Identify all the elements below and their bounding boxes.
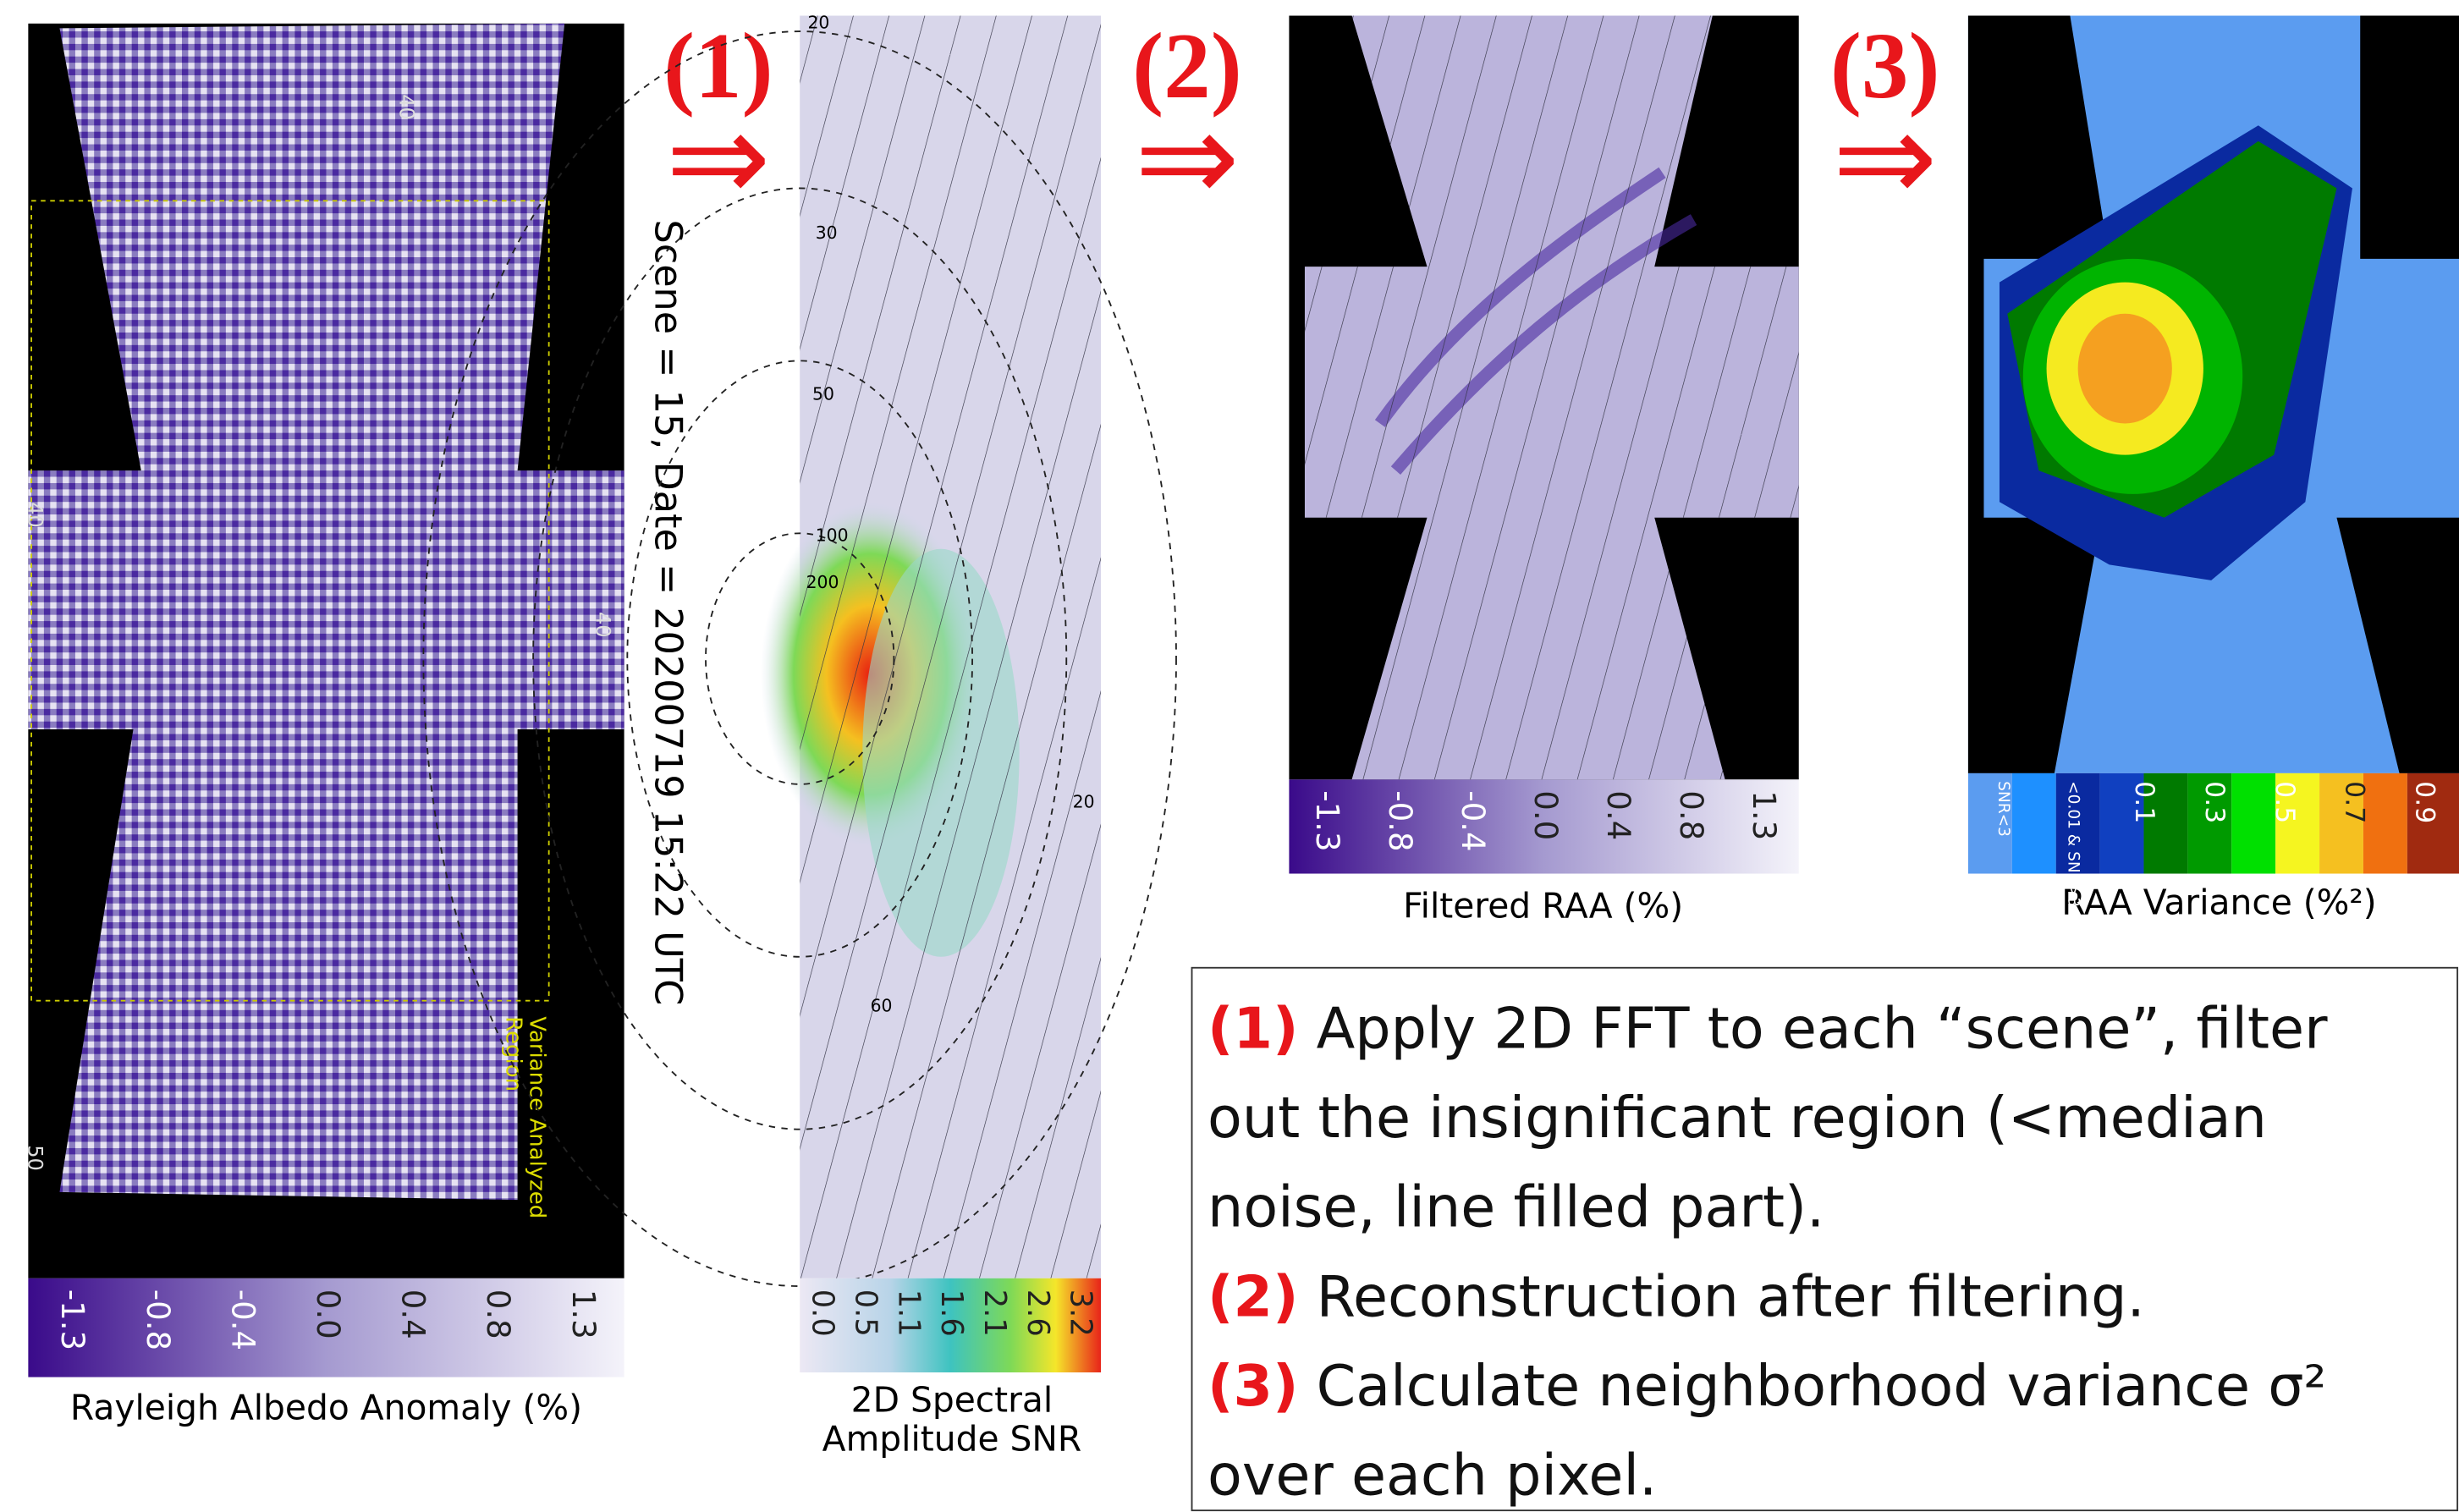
caption-text: Apply 2D FFT to each “scene”, filter [1298, 995, 2328, 1061]
colorbar-title: RAA Variance (%²) [2061, 882, 2376, 923]
colorbar-tick-label: 0.4 [1600, 790, 1637, 840]
map-label: 40 [591, 612, 614, 638]
colorbar-tick-label: 0.5 [2269, 781, 2300, 823]
caption-line: (2) Reconstruction after filtering. [1207, 1263, 2145, 1329]
colorbar-tick-label: 0.9 [2410, 781, 2440, 823]
colorbar-tick-label: 0.0 [1527, 790, 1564, 840]
caption-line: over each pixel. [1207, 1443, 1657, 1509]
region-label: Variance Analyzed [524, 1016, 549, 1218]
colorbar-tick-label: -1.3 [1309, 790, 1345, 851]
colorbar-tick-label: 1.3 [1746, 790, 1782, 840]
arrow: ⇒ [1135, 84, 1240, 230]
colorbar-title: 2D Spectral [851, 1379, 1053, 1420]
map-label: 200 [806, 572, 839, 592]
map-label: 20 [807, 12, 829, 32]
colorbar-tick-label: 0.7 [2340, 781, 2370, 823]
colorbar-tick-label: 2.1 [977, 1289, 1012, 1337]
arrow: ⇒ [1833, 84, 1938, 230]
map-label: 50 [23, 1145, 47, 1171]
step-number: (1) [1207, 995, 1298, 1061]
colorbar-tick-label: 0.0 [806, 1289, 840, 1337]
colorbar-tick-label: 1.6 [934, 1289, 969, 1337]
colorbar-tick-label: 0.8 [1673, 790, 1709, 840]
map-label: 40 [395, 94, 419, 120]
colorbar-tick-label: 1.3 [565, 1289, 602, 1339]
colorbar-tick-label: 3.2 [1064, 1289, 1098, 1337]
arrow: ⇒ [666, 84, 771, 230]
caption-line: out the insignificant region (<median [1207, 1085, 2267, 1151]
map-label: 40 [23, 502, 47, 528]
colorbar-tick-label: 0.5 [848, 1289, 883, 1337]
caption-text: out the insignificant region (<median [1207, 1085, 2267, 1151]
map-label: 100 [816, 525, 849, 546]
colorbar-title: Filtered RAA (%) [1403, 885, 1683, 926]
caption-line: (1) Apply 2D FFT to each “scene”, filter [1207, 995, 2328, 1061]
caption-line: (3) Calculate neighborhood variance σ² [1207, 1353, 2326, 1419]
colorbar-title: Rayleigh Albedo Anomaly (%) [70, 1388, 582, 1428]
colorbar-tick-label: -1.3 [54, 1289, 91, 1350]
map-label: 20 [1073, 792, 1095, 812]
region-label: Region [501, 1016, 526, 1091]
colorbar-tick-label: 1.1 [891, 1289, 926, 1337]
colorbar-tick-label: 0.4 [395, 1289, 432, 1339]
filter-lines [800, 16, 1101, 1278]
caption-text: Reconstruction after filtering. [1298, 1263, 2144, 1329]
colorbar-tick-label: 2.6 [1020, 1289, 1055, 1337]
colorbar-tick-label: -0.4 [1455, 790, 1491, 851]
caption-line: noise, line filled part). [1207, 1174, 1824, 1240]
map-label: 30 [816, 223, 838, 243]
colorbar-tick-label: 0.8 [480, 1289, 516, 1339]
colorbar-title: Amplitude SNR [822, 1419, 1082, 1460]
colorbar-tick-label: -0.4 [224, 1289, 261, 1350]
colorbar-tick-label: -0.8 [140, 1289, 176, 1350]
map-label: 60 [871, 996, 893, 1016]
caption-text: noise, line filled part). [1207, 1174, 1824, 1240]
caption-text: over each pixel. [1207, 1443, 1657, 1509]
step-number: (3) [1207, 1353, 1298, 1419]
scene-label: Scene = 15, Date = 20200719 15:22 UTC [646, 220, 690, 1006]
colorbar-tick-label: 0.3 [2199, 781, 2230, 823]
colorbar-tick-label: -0.8 [1382, 790, 1418, 851]
colorbar-tick-label: 0.0 [310, 1289, 346, 1339]
colorbar-tick-label: <0.01 & SNR>3 [2065, 781, 2082, 907]
figure: 40 40 40 50 Variance Analyzed Region Ray… [0, 0, 2459, 1512]
step-number: (2) [1207, 1263, 1298, 1329]
caption-text: Calculate neighborhood variance σ² [1298, 1353, 2326, 1419]
colorbar-tick-label: SNR<3 [1994, 781, 2012, 837]
map-label: 50 [812, 384, 834, 404]
colorbar-tick-label: 0.1 [2129, 781, 2159, 823]
